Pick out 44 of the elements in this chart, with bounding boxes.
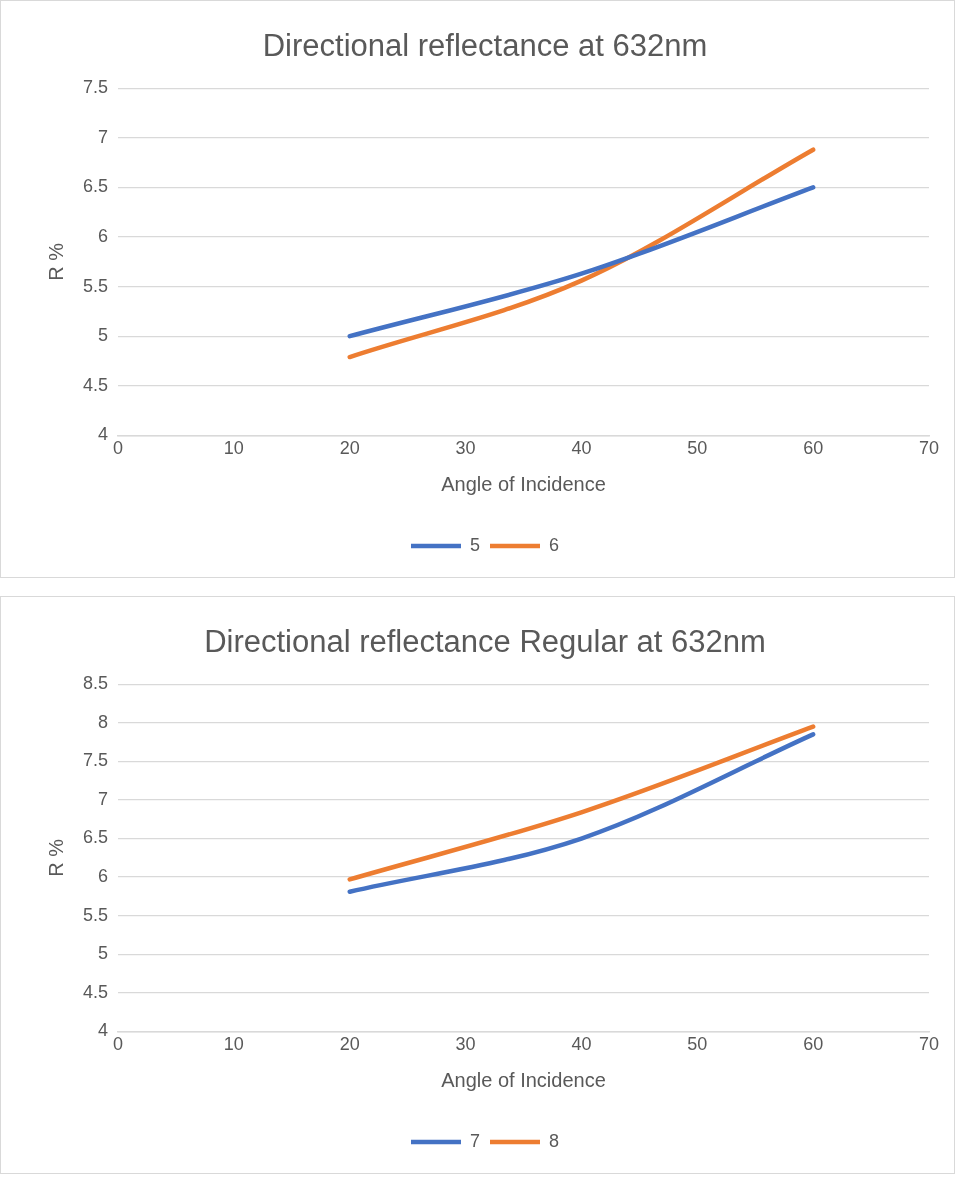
x-tick-label: 0 — [113, 438, 124, 459]
chart-title: Directional reflectance Regular at 632nm — [204, 624, 766, 660]
y-tick-label: 4 — [98, 1020, 109, 1041]
x-tick-label: 10 — [223, 438, 244, 459]
y-tick-label: 4.5 — [82, 981, 109, 1002]
x-tick-label: 40 — [571, 438, 592, 459]
y-tick-label: 4 — [98, 424, 109, 445]
legend-label: 7 — [469, 1130, 480, 1151]
x-tick-label: 0 — [113, 1034, 124, 1055]
x-tick-label: 50 — [687, 1034, 708, 1055]
x-tick-label: 20 — [339, 1034, 360, 1055]
legend-label: 6 — [549, 534, 560, 555]
y-tick-label: 6 — [98, 866, 109, 887]
y-tick-label: 8 — [98, 711, 109, 732]
y-tick-label: 4.5 — [82, 374, 109, 395]
x-tick-label: 20 — [339, 438, 360, 459]
y-tick-label: 5 — [98, 325, 109, 346]
legend-label: 8 — [549, 1130, 560, 1151]
x-tick-label: 60 — [803, 1034, 824, 1055]
x-axis-title: Angle of Incidence — [441, 1068, 606, 1091]
x-tick-label: 70 — [918, 438, 940, 459]
x-tick-label: 30 — [455, 438, 476, 459]
chart-title: Directional reflectance at 632nm — [262, 28, 708, 64]
x-tick-label: 30 — [455, 1034, 476, 1055]
y-tick-label: 5 — [98, 943, 109, 964]
legend-label: 5 — [469, 534, 480, 555]
y-tick-label: 7.5 — [82, 77, 109, 98]
y-tick-label: 6.5 — [82, 827, 109, 848]
x-tick-label: 50 — [687, 438, 708, 459]
x-tick-label: 60 — [803, 438, 824, 459]
x-axis-title: Angle of Incidence — [441, 472, 606, 495]
x-tick-label: 40 — [571, 1034, 592, 1055]
y-tick-label: 5.5 — [82, 275, 109, 296]
y-tick-label: 7 — [98, 126, 109, 147]
y-tick-label: 8.5 — [82, 673, 109, 694]
y-tick-label: 6 — [98, 225, 109, 246]
y-tick-label: 7 — [98, 788, 109, 809]
y-tick-label: 7.5 — [82, 750, 109, 771]
x-tick-label: 70 — [918, 1034, 940, 1055]
y-tick-label: 6.5 — [82, 176, 109, 197]
y-axis-title: R % — [44, 838, 67, 877]
y-tick-label: 5.5 — [82, 904, 109, 925]
y-axis-title: R % — [44, 242, 67, 281]
x-tick-label: 10 — [223, 1034, 244, 1055]
